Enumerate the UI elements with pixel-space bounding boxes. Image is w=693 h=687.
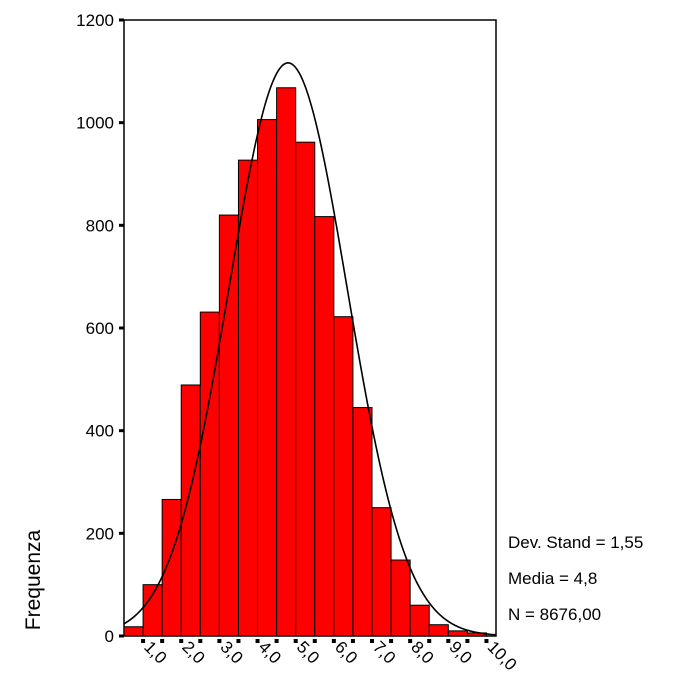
x-tick-mark [350,639,355,643]
y-tick-label: 400 [86,422,114,441]
x-tick-mark [312,639,317,643]
y-axis: 0 200 400 600 800 1000 1200 [76,11,124,646]
x-tick-mark [446,639,451,643]
x-axis: 1,0 2,0 3,0 4,0 5,0 6,0 7,0 8,0 9,0 10,0 [140,637,520,674]
x-tick-mark [389,639,394,643]
x-tick-mark [465,639,470,643]
y-tick-label: 0 [105,627,114,646]
histogram-bar [390,559,411,637]
x-tick-label: 10,0 [484,637,521,674]
histogram-bar [352,407,373,637]
histogram-bar [180,384,201,637]
y-tick-label: 600 [86,319,114,338]
bars-group [123,87,487,637]
histogram-bar [314,216,335,637]
histogram-bar [218,214,239,637]
histogram-bar [257,119,278,637]
x-tick-mark [427,639,432,643]
y-tick-label: 800 [86,216,114,235]
x-tick-mark [141,639,146,643]
x-tick-mark [274,639,279,643]
histogram-bar [237,159,259,637]
y-tick-label: 1000 [76,114,114,133]
x-tick-mark [255,639,260,643]
histogram-bar [371,507,392,637]
y-tick-label: 1200 [76,11,114,30]
x-tick-mark [236,639,241,643]
x-tick-mark [198,639,203,643]
histogram-bar [161,498,182,637]
histogram-bar [428,624,449,637]
histogram-bar [142,584,163,637]
x-tick-mark [293,639,298,643]
histogram-bar [123,626,144,637]
stat-n: N = 8676,00 [508,605,601,624]
x-tick-mark [160,639,165,643]
histogram-bar [447,630,468,637]
y-axis-label: Frequenza [22,529,45,630]
x-tick-mark [217,639,222,643]
histogram-bar [409,604,430,637]
x-tick-mark [408,639,413,643]
stat-mean: Media = 4,8 [508,569,597,588]
x-tick-mark [331,639,336,643]
histogram-bar [333,316,354,637]
histogram-bar [276,87,297,637]
x-tick-mark [484,639,489,643]
x-tick-mark [179,639,184,643]
x-tick-mark [370,639,374,643]
y-tick-label: 200 [86,524,114,543]
normal-curve [123,62,497,636]
histogram-bar [295,141,316,637]
stat-sd: Dev. Stand = 1,55 [508,533,643,552]
